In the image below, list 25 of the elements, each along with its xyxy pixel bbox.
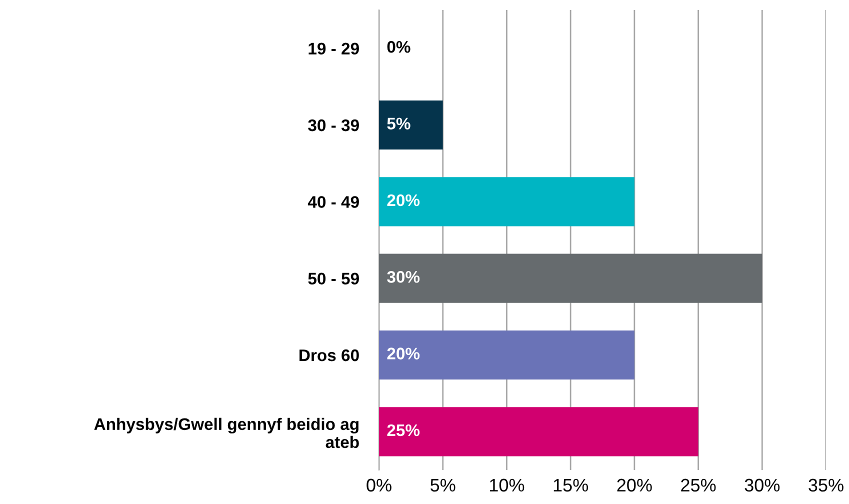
x-tick-label: 5% <box>430 478 456 492</box>
y-tick-label: 40 - 49 <box>308 196 359 208</box>
bar <box>379 330 634 380</box>
x-tick-label: 10% <box>490 478 524 492</box>
y-tick-label: 30 - 39 <box>308 119 359 132</box>
data-label: 25% <box>387 424 420 436</box>
data-label: 30% <box>387 271 420 283</box>
x-tick-label: 0% <box>366 478 392 492</box>
data-label: 0% <box>387 41 410 53</box>
bar <box>379 254 762 303</box>
data-label: 5% <box>387 118 410 130</box>
x-tick-label: 20% <box>617 478 652 492</box>
x-tick-label: 15% <box>554 478 588 492</box>
data-label: 20% <box>387 348 420 360</box>
x-tick-label: 25% <box>681 478 716 492</box>
bar <box>379 177 634 226</box>
bar <box>379 100 443 150</box>
y-tick-label: 50 - 59 <box>308 272 359 285</box>
x-tick-label: 30% <box>744 478 780 492</box>
y-tick-label: Anhysbys/Gwell gennyf beidio ag ateb <box>94 418 359 448</box>
y-tick-label: 19 - 29 <box>308 42 359 55</box>
y-tick-label: Dros 60 <box>300 349 359 362</box>
bar <box>379 407 698 456</box>
x-tick-label: 35% <box>808 478 844 492</box>
data-label: 20% <box>387 194 420 206</box>
